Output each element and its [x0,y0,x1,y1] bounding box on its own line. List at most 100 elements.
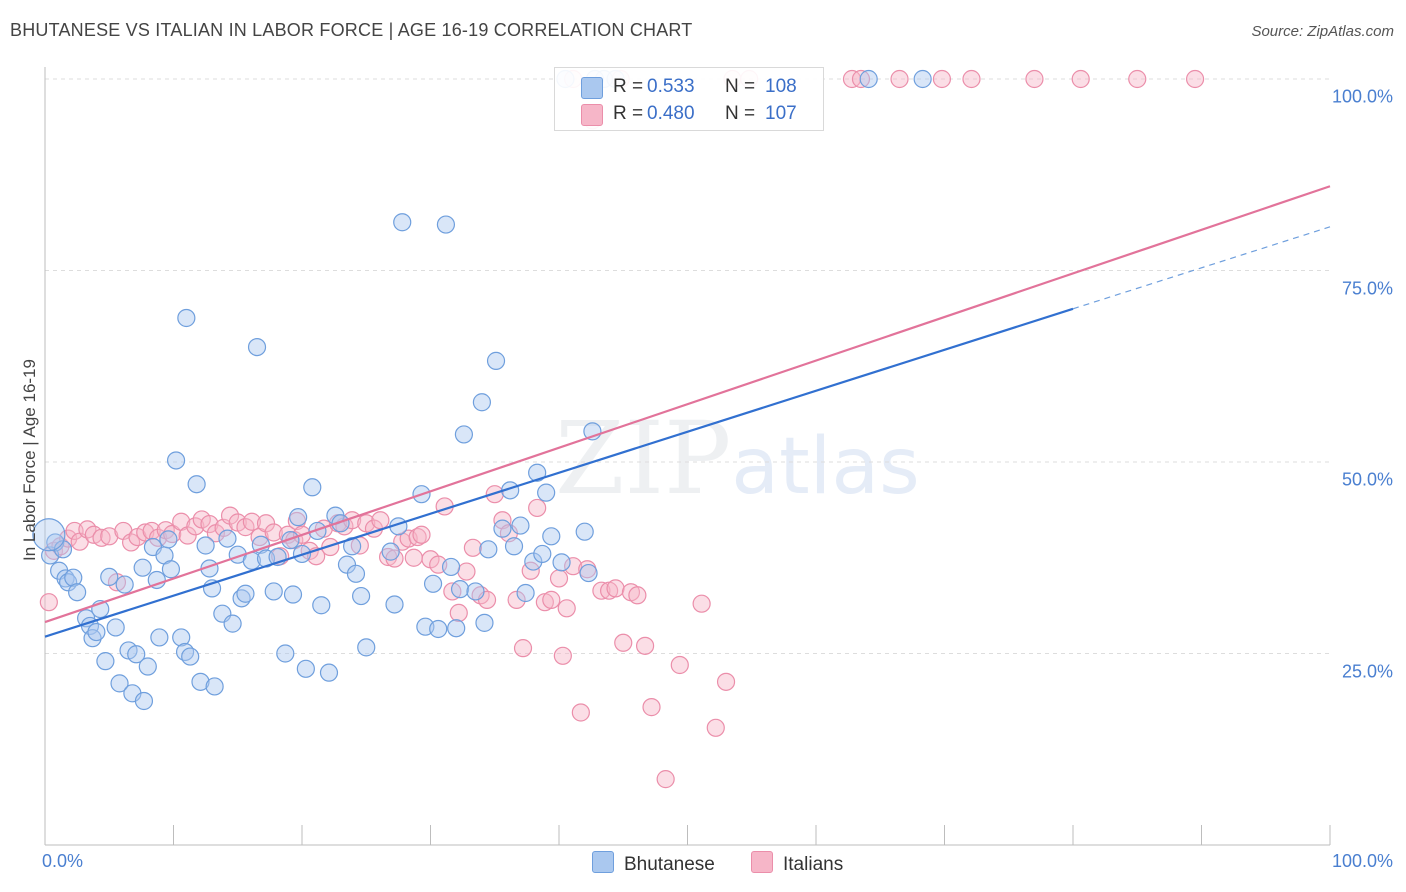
n-label: N = [725,76,756,97]
bhutanese-point [454,425,474,444]
bhutanese-trend-extension [1072,226,1331,310]
italians-point [178,526,197,545]
bhutanese-point [133,558,152,577]
bhutanese-point [68,583,87,602]
bhutanese-point [450,580,470,599]
bhutanese-point [251,535,270,554]
bhutanese-point [308,521,327,541]
bhutanese-point [352,586,371,606]
bhutanese-point [172,628,191,647]
italians-point [264,523,283,542]
italians-point [39,593,58,612]
bhutanese-point [575,522,594,541]
bhutanese-point [177,308,196,328]
bhutanese-point [319,663,339,682]
bhutanese-point [64,568,83,587]
watermark-atlas: atlas [731,422,920,512]
italians-trend-line [44,185,1331,624]
x-tick-label-max: 100.0% [1331,851,1393,871]
italians-point [557,599,576,618]
bhutanese-point [264,582,283,601]
grid-lines [45,78,1330,654]
n-label: N = [725,103,756,124]
bhutanese-point [276,644,295,663]
bhutanese-point [493,519,512,538]
italians-point [549,569,569,588]
italians-point [256,514,276,533]
stats-box: R = 0.533 N = 108 R = 0.480 N = 107 [554,67,824,131]
bhutanese-point [479,540,498,559]
bhutanese-point [159,530,178,549]
bhutanese-point [196,536,215,555]
italians-point [463,538,483,557]
italians-point [100,527,119,546]
italians-point [321,537,340,557]
bhutanese-point [134,691,154,711]
bhutanese-point [303,478,322,497]
r-label: R = [613,76,644,97]
y-tick-label-50: 50.0% [1341,469,1393,490]
bhutanese-point [115,575,134,594]
r-label: R = [613,103,644,124]
y-axis-label: In Labor Force | Age 16-19 [20,359,39,561]
bhutanese-point [516,583,535,603]
bhutanese-point [32,518,66,552]
bhutanese-point [466,582,485,601]
bhutanese-point [236,584,255,603]
italians-point [564,557,583,576]
italians-point [1025,69,1044,89]
chart-title: BHUTANESE VS ITALIAN IN LABOR FORCE | AG… [10,20,693,40]
bhutanese-point [475,613,494,632]
bhutanese-point [138,657,157,676]
bhutanese-point [205,677,224,696]
italians-point [606,579,625,598]
legend-label-italians: Italians [783,854,844,875]
bhutanese-point [429,619,448,639]
bhutanese-point [486,351,506,370]
italians-point [457,562,476,581]
bhutanese-point [106,618,125,637]
italians-point [242,512,261,531]
bhutanese-points [32,69,932,711]
italians-point [716,672,736,691]
bhutanese-point [472,393,491,412]
bhutanese-point [393,213,412,232]
bhutanese-point [537,483,556,502]
legend-swatch-italians [751,851,773,873]
trend-lines [44,185,1331,638]
italians-point [628,586,647,605]
bhutanese-point [504,537,524,556]
italians-point [592,581,611,600]
bhutanese-point [218,529,237,548]
legend-item-bhutanese[interactable]: Bhutanese [592,851,715,876]
bhutanese-point [247,338,267,357]
italians-point [1071,69,1090,89]
italians-point [449,603,468,623]
bhutanese-point [96,652,115,671]
italians-point [962,69,981,89]
legend-item-italians[interactable]: Italians [751,851,843,876]
italians-point [670,655,689,675]
bhutanese-point [181,647,200,666]
bhutanese-point [381,542,400,561]
bhutanese-point [166,451,186,470]
y-tick-label-100: 100.0% [1331,86,1393,107]
chart-source: Source: ZipAtlas.com [1251,23,1394,40]
bhutanese-point [296,659,315,678]
bhutanese-point [357,638,376,657]
italians-point [642,698,661,717]
italians-point [571,703,590,722]
bhutanese-point [441,557,461,577]
italians-point [186,517,205,536]
italians-point [890,69,909,89]
bhutanese-point [511,516,530,535]
bhutanese-point [283,585,303,604]
bhutanese-point [533,544,552,564]
bhutanese-point [542,527,561,546]
bhutanese-point [385,595,404,614]
italians-swatch [581,104,603,126]
bhutanese-point [579,563,598,583]
bhutanese-point [150,628,169,647]
bhutanese-point [161,560,181,579]
bhutanese-swatch [581,77,603,99]
